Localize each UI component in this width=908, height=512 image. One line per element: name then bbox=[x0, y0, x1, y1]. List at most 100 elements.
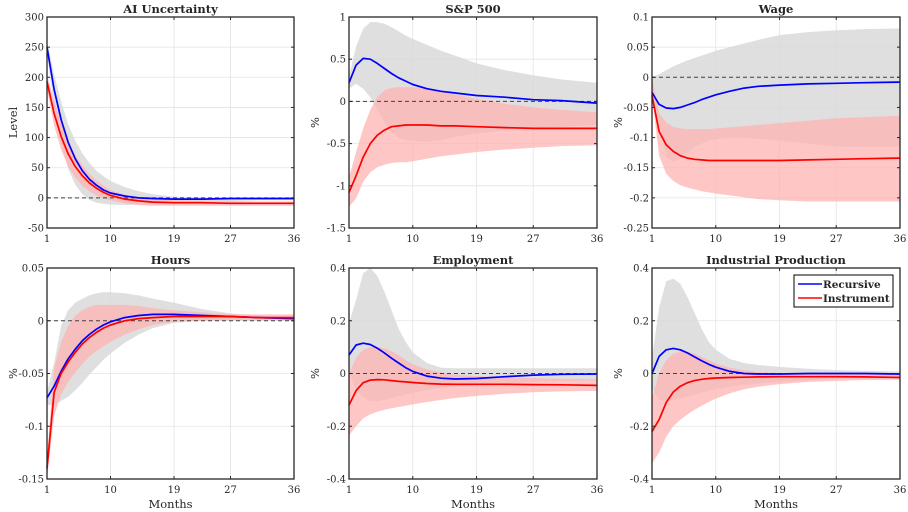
panel-title: Wage bbox=[758, 2, 794, 16]
x-tick-label: 27 bbox=[224, 234, 237, 245]
y-tick-label: -0.2 bbox=[630, 422, 649, 433]
legend-label-recursive: Recursive bbox=[823, 279, 881, 291]
x-tick-label: 36 bbox=[288, 234, 301, 245]
panel-employment: 1 10 19 27 36 -0.4 -0.2 0 0.2 0.4 Employment% Month… bbox=[308, 253, 603, 511]
x-tick-label: 1 bbox=[44, 485, 50, 496]
x-tick-label: 19 bbox=[470, 234, 483, 245]
y-tick-label: -0.1 bbox=[630, 133, 649, 144]
y-axis-label: % bbox=[308, 368, 322, 379]
panel-wage: 1 10 19 27 36 -0.25 -0.2 -0.15 -0.1 -0.05 0 0.05 0.1… bbox=[611, 2, 906, 245]
x-tick-label: 10 bbox=[406, 485, 419, 496]
x-tick-label: 10 bbox=[709, 234, 722, 245]
y-tick-label: -0.15 bbox=[18, 475, 44, 486]
legend-label-instrument: Instrument bbox=[823, 293, 890, 305]
axes-box bbox=[46, 16, 295, 229]
x-tick-label: 27 bbox=[527, 234, 540, 245]
x-axis-label: Months bbox=[754, 497, 798, 511]
panel-title: Hours bbox=[151, 253, 190, 267]
y-tick-label: 50 bbox=[31, 163, 44, 174]
x-tick-label: 36 bbox=[591, 234, 604, 245]
line-recursive bbox=[651, 81, 901, 110]
x-tick-label: 36 bbox=[288, 485, 301, 496]
x-tick-label: 19 bbox=[168, 234, 181, 245]
x-tick-label: 1 bbox=[649, 234, 655, 245]
band-instrument bbox=[652, 351, 900, 464]
y-tick-label: 0.4 bbox=[330, 264, 346, 275]
panel-title: Industrial Production bbox=[706, 253, 846, 267]
y-tick-label: 200 bbox=[25, 73, 44, 84]
y-tick-label: 300 bbox=[25, 13, 44, 24]
y-tick-label: 0 bbox=[643, 73, 649, 84]
y-tick-label: -0.2 bbox=[630, 193, 649, 204]
y-tick-label: -0.4 bbox=[327, 475, 346, 486]
line-instrument bbox=[46, 81, 294, 205]
legend: Recursive Instrument bbox=[793, 274, 894, 308]
x-tick-label: 19 bbox=[470, 485, 483, 496]
y-tick-label: 100 bbox=[25, 133, 44, 144]
x-tick-label: 1 bbox=[649, 485, 655, 496]
panel-title: S&P 500 bbox=[445, 2, 500, 16]
y-tick-label: -1 bbox=[336, 181, 346, 192]
line-recursive bbox=[46, 46, 294, 200]
y-tick-label: 1 bbox=[340, 13, 346, 24]
panel-hours: 1 10 19 27 36 -0.15 -0.1 -0.05 0 0.05 Hours% Months bbox=[6, 253, 300, 511]
y-tick-label: 0.2 bbox=[330, 316, 346, 327]
y-tick-label: -0.4 bbox=[630, 475, 649, 486]
x-tick-label: 36 bbox=[591, 485, 604, 496]
y-tick-label: 0.05 bbox=[22, 264, 44, 275]
y-tick-label: 150 bbox=[25, 103, 44, 114]
band-instrument bbox=[349, 87, 597, 207]
panel-title: Employment bbox=[433, 253, 515, 267]
x-tick-label: 19 bbox=[773, 485, 786, 496]
x-tick-label: 1 bbox=[346, 485, 352, 496]
x-tick-label: 36 bbox=[894, 234, 907, 245]
band-instrument bbox=[47, 304, 294, 479]
x-tick-label: 27 bbox=[527, 485, 540, 496]
x-tick-label: 10 bbox=[709, 485, 722, 496]
x-tick-label: 10 bbox=[104, 485, 117, 496]
y-axis-label: % bbox=[308, 117, 322, 128]
x-axis-label: Months bbox=[451, 497, 495, 511]
panel-s-p-500: 1 10 19 27 36 -1.5 -1 -0.5 0 0.5 1 S&P 500% bbox=[308, 2, 603, 245]
line-instrument bbox=[651, 95, 901, 162]
y-tick-label: 0 bbox=[340, 369, 346, 380]
axes-box bbox=[348, 16, 598, 229]
y-tick-label: 250 bbox=[25, 43, 44, 54]
y-tick-label: -0.05 bbox=[18, 369, 44, 380]
line-instrument bbox=[348, 124, 597, 193]
legend-box bbox=[793, 274, 894, 308]
x-tick-label: 1 bbox=[44, 234, 50, 245]
line-recursive bbox=[348, 57, 598, 104]
y-tick-label: -0.1 bbox=[25, 422, 44, 433]
x-tick-label: 36 bbox=[894, 485, 907, 496]
y-tick-label: 0 bbox=[643, 369, 649, 380]
x-tick-label: 19 bbox=[773, 234, 786, 245]
y-axis-label: % bbox=[611, 368, 625, 379]
y-axis-label: % bbox=[6, 368, 20, 379]
y-tick-label: 0.5 bbox=[330, 55, 346, 66]
x-tick-label: 19 bbox=[168, 485, 181, 496]
y-tick-label: 0.4 bbox=[633, 264, 649, 275]
y-tick-label: -0.5 bbox=[327, 139, 346, 150]
y-axis-label: Level bbox=[6, 106, 20, 138]
y-tick-label: 0 bbox=[340, 97, 346, 108]
y-tick-label: 0.2 bbox=[633, 316, 649, 327]
y-tick-label: -0.25 bbox=[623, 224, 649, 235]
x-axis-label: Months bbox=[148, 497, 192, 511]
axes-box bbox=[651, 16, 901, 229]
line-instrument bbox=[651, 375, 901, 432]
y-axis-label: % bbox=[611, 117, 625, 128]
x-tick-label: 27 bbox=[830, 234, 843, 245]
line-recursive bbox=[651, 347, 901, 375]
x-tick-label: 1 bbox=[346, 234, 352, 245]
line-instrument bbox=[348, 378, 598, 406]
line-instrument bbox=[46, 315, 294, 469]
band-instrument bbox=[349, 347, 597, 436]
x-tick-label: 27 bbox=[224, 485, 237, 496]
band-instrument bbox=[652, 77, 900, 202]
y-tick-label: 0.05 bbox=[627, 43, 649, 54]
line-recursive bbox=[348, 342, 598, 380]
y-tick-label: -0.05 bbox=[623, 103, 649, 114]
